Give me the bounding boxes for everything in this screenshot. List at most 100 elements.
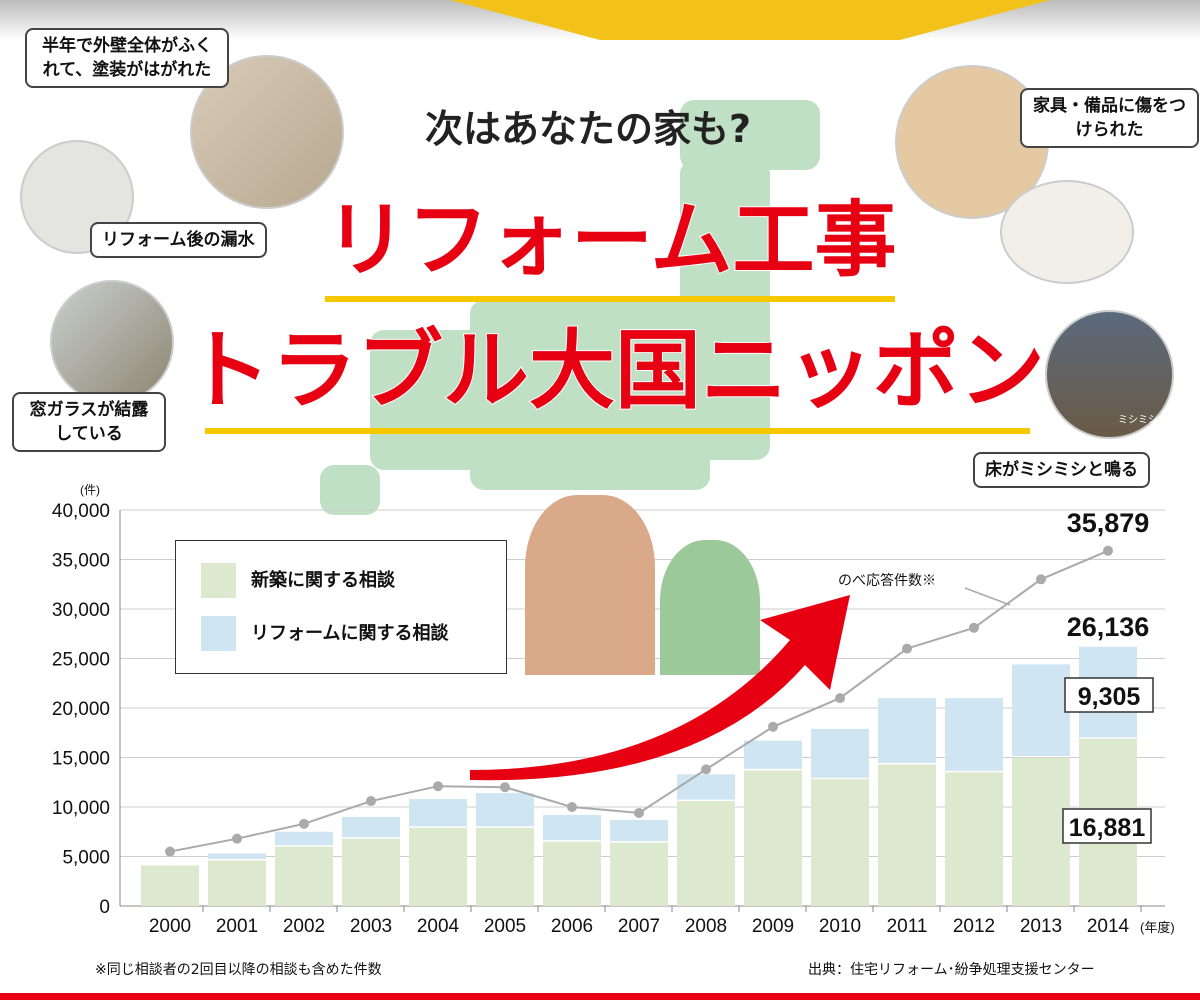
line-point — [366, 796, 376, 807]
bar-new-build — [1012, 757, 1070, 906]
line-point — [232, 833, 242, 844]
label-reform-2014: 9,305 — [1078, 683, 1141, 711]
red-rising-arrow — [470, 595, 850, 781]
top-banner-decoration — [450, 0, 1050, 40]
y-tick-label: 5,000 — [62, 848, 110, 869]
stacked-bar-chart: 0 5,000 10,000 15,000 20,000 25,000 30,000 35,0… — [52, 483, 1175, 937]
legend-swatch-reform — [201, 616, 236, 651]
y-tick-label: 40,000 — [52, 501, 110, 522]
worried-woman-illustration — [660, 540, 760, 675]
bar-reform — [342, 816, 400, 838]
line-point — [500, 782, 510, 793]
line-label-leader — [964, 587, 1011, 606]
x-tick-label: 2001 — [216, 916, 258, 937]
subtitle: 次はあなたの家も? — [425, 107, 752, 151]
line-point — [433, 781, 443, 792]
y-tick-label: 10,000 — [52, 798, 110, 819]
bar-new-build — [543, 841, 601, 906]
japan-map-hokkaido — [680, 100, 820, 170]
bar-reform — [610, 819, 668, 842]
callout-leak: リフォーム後の漏水 — [90, 222, 267, 258]
bar-new-build — [409, 827, 467, 906]
line-point — [165, 846, 175, 857]
japan-map-central — [470, 300, 710, 490]
title-underline-2 — [205, 428, 1030, 434]
label-total-2014: 35,879 — [1067, 508, 1150, 538]
line-point — [1036, 574, 1046, 585]
bar-new-build — [141, 865, 199, 906]
worried-man-illustration — [525, 495, 655, 675]
line-point — [768, 721, 778, 732]
callout-floor: 床がミシミシと鳴る — [973, 452, 1150, 488]
x-tick-label: 2010 — [819, 916, 861, 937]
y-tick-label: 20,000 — [52, 699, 110, 720]
bar-reform — [811, 728, 869, 778]
x-tick-label: 2003 — [350, 916, 392, 937]
footnote: ※同じ相談者の2回目以降の相談も含めた件数 — [95, 962, 382, 978]
bar-new-build — [610, 842, 668, 906]
japan-map-west — [370, 330, 490, 470]
callout-furniture: 家具・備品に傷をつけられた — [1020, 88, 1199, 148]
bar-reform — [409, 799, 467, 827]
bar-new-build — [342, 838, 400, 906]
bar-reform — [208, 853, 266, 859]
bar-new-build — [275, 846, 333, 906]
x-tick-label: 2011 — [887, 916, 928, 937]
source-credit: 出典：住宅リフォーム･紛争処理支援センター — [808, 962, 1095, 978]
x-tick-label: 2005 — [484, 916, 526, 937]
y-tick-label: 25,000 — [52, 650, 110, 671]
callout-wall: 半年で外壁全体がふくれて、塗装がはがれた — [25, 28, 229, 88]
x-tick-label: 2009 — [752, 916, 794, 937]
line-point — [969, 622, 979, 633]
label-bar-total-2014: 26,136 — [1067, 612, 1150, 642]
bar-reform — [677, 774, 735, 800]
bar-reform — [543, 814, 601, 841]
bar-reform — [476, 793, 534, 827]
callout-window: 窓ガラスが結露している — [12, 392, 166, 452]
line-point — [835, 693, 845, 704]
window-photo — [50, 280, 174, 404]
x-tick-label: 2004 — [417, 916, 460, 937]
line-point — [567, 802, 577, 812]
x-tick-label: 2012 — [953, 916, 995, 937]
title-line-2: トラブル大国ニッポン — [184, 321, 1046, 421]
legend-swatch-new-build — [201, 563, 236, 598]
label-box-reform — [1064, 677, 1154, 713]
x-unit-label: (年度) — [1140, 920, 1175, 935]
arrow-icon — [470, 595, 850, 781]
chart-legend: 新築に関する相談 リフォームに関する相談 — [175, 540, 507, 674]
title-line-1: リフォーム工事 — [324, 193, 898, 288]
bar-reform — [275, 831, 333, 846]
x-tick-label: 2008 — [685, 916, 727, 937]
bar-new-build — [878, 764, 936, 906]
broken-item-photo — [1000, 180, 1134, 284]
japan-map-kyushu — [320, 465, 380, 515]
bar-new-build — [476, 827, 534, 906]
legend-label-reform: リフォームに関する相談 — [251, 623, 449, 644]
x-tick-label: 2007 — [618, 916, 660, 937]
bar-reform — [1012, 664, 1070, 756]
y-tick-label: 0 — [99, 897, 110, 918]
bar-new-build — [744, 770, 802, 906]
bar-new-build — [945, 772, 1003, 906]
title-underline-1 — [325, 296, 895, 302]
y-unit-label: (件) — [80, 483, 100, 497]
label-box-new-build — [1062, 808, 1152, 844]
bar-reform — [744, 740, 802, 769]
bar-new-build — [811, 779, 869, 906]
x-tick-label: 2002 — [283, 916, 325, 937]
y-tick-label: 15,000 — [52, 749, 110, 770]
bar-reform — [945, 698, 1003, 771]
label-new-build-2014: 16,881 — [1069, 814, 1146, 842]
bottom-bar — [0, 993, 1200, 1000]
line-point — [634, 807, 644, 818]
line-point — [1103, 545, 1113, 556]
bar-new-build — [677, 801, 735, 906]
line-point — [902, 643, 912, 654]
bar-reform — [878, 698, 936, 763]
x-tick-label: 2006 — [551, 916, 593, 937]
bar-new-build — [208, 860, 266, 906]
y-tick-label: 30,000 — [52, 600, 110, 621]
legend-label-new-build: 新築に関する相談 — [251, 570, 395, 591]
